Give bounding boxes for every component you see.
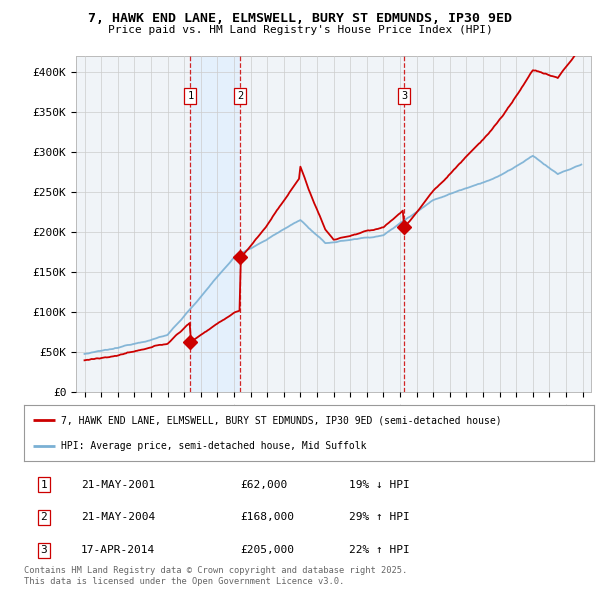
Text: 2: 2 xyxy=(237,91,244,101)
Text: £205,000: £205,000 xyxy=(241,545,295,555)
Text: Price paid vs. HM Land Registry's House Price Index (HPI): Price paid vs. HM Land Registry's House … xyxy=(107,25,493,35)
Text: 21-MAY-2004: 21-MAY-2004 xyxy=(81,513,155,522)
Text: 3: 3 xyxy=(401,91,407,101)
Text: 3: 3 xyxy=(41,545,47,555)
Text: 19% ↓ HPI: 19% ↓ HPI xyxy=(349,480,410,490)
Text: 21-MAY-2001: 21-MAY-2001 xyxy=(81,480,155,490)
Text: 29% ↑ HPI: 29% ↑ HPI xyxy=(349,513,410,522)
Text: 17-APR-2014: 17-APR-2014 xyxy=(81,545,155,555)
Text: Contains HM Land Registry data © Crown copyright and database right 2025.
This d: Contains HM Land Registry data © Crown c… xyxy=(24,566,407,586)
Bar xyxy=(190,56,240,392)
Text: 7, HAWK END LANE, ELMSWELL, BURY ST EDMUNDS, IP30 9ED (semi-detached house): 7, HAWK END LANE, ELMSWELL, BURY ST EDMU… xyxy=(61,415,502,425)
Text: 7, HAWK END LANE, ELMSWELL, BURY ST EDMUNDS, IP30 9ED: 7, HAWK END LANE, ELMSWELL, BURY ST EDMU… xyxy=(88,12,512,25)
Text: 22% ↑ HPI: 22% ↑ HPI xyxy=(349,545,410,555)
Text: £168,000: £168,000 xyxy=(241,513,295,522)
Text: 1: 1 xyxy=(41,480,47,490)
Text: 1: 1 xyxy=(187,91,194,101)
Text: 2: 2 xyxy=(41,513,47,522)
Text: £62,000: £62,000 xyxy=(241,480,288,490)
Text: HPI: Average price, semi-detached house, Mid Suffolk: HPI: Average price, semi-detached house,… xyxy=(61,441,367,451)
